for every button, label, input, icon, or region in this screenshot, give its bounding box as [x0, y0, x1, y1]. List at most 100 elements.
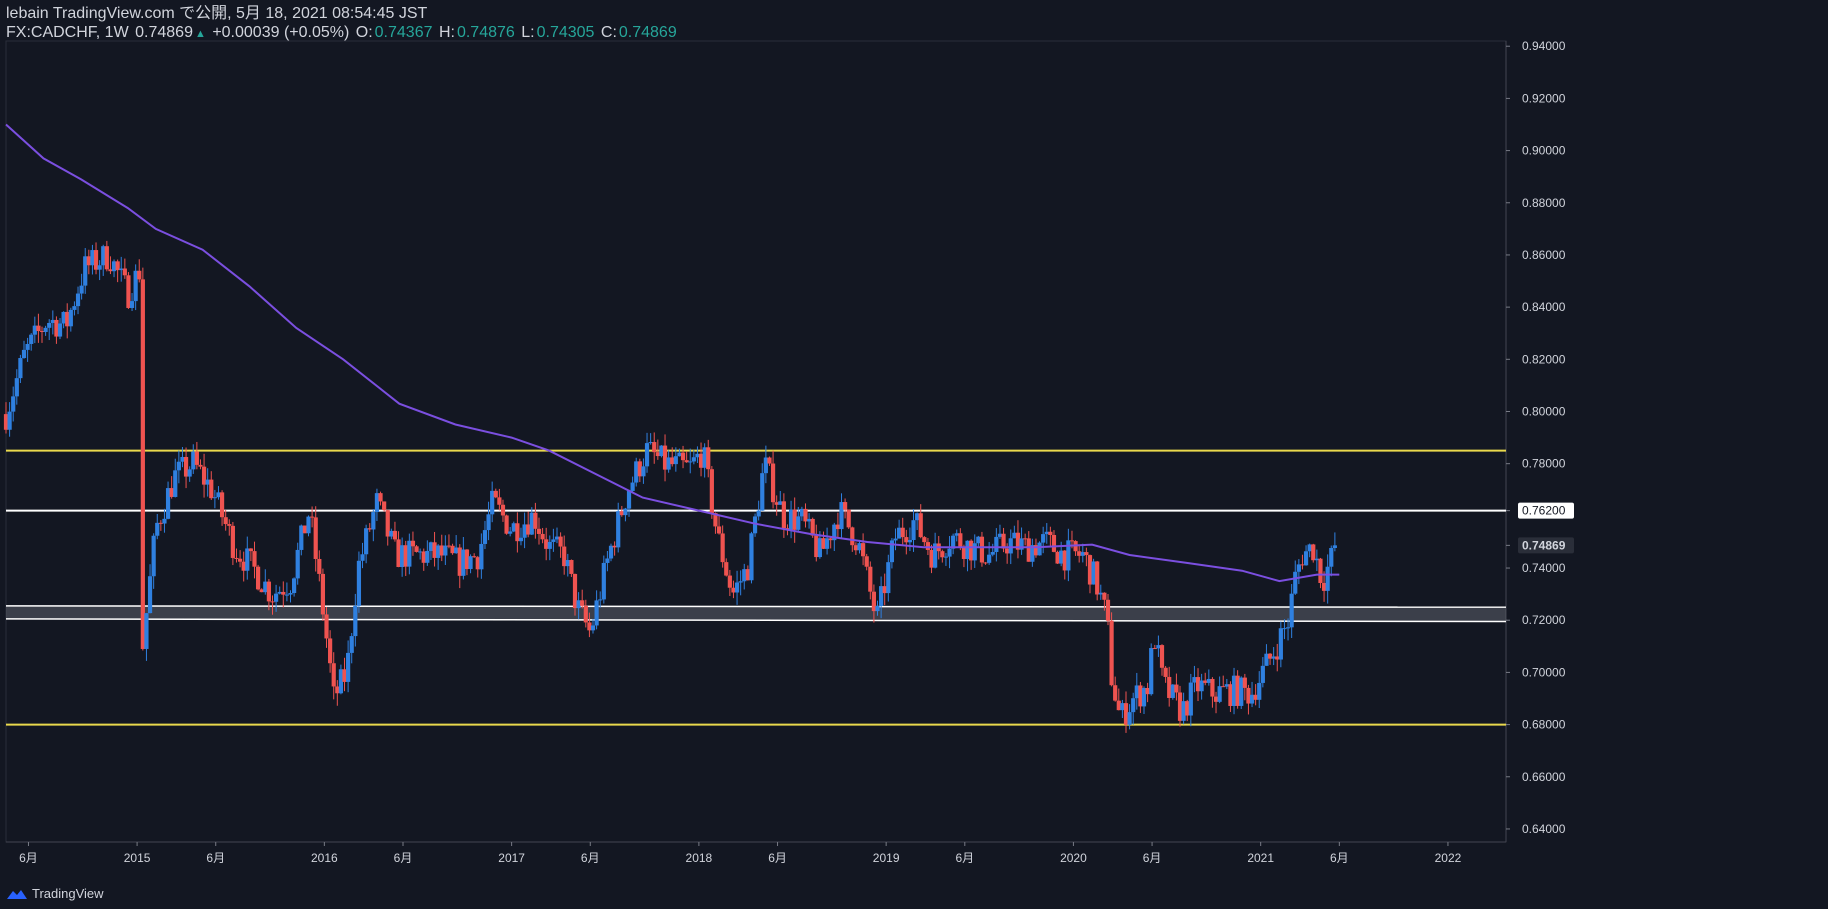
candle-body[interactable] — [450, 545, 455, 554]
candle-body[interactable] — [1217, 686, 1222, 702]
candle-body[interactable] — [173, 470, 178, 497]
candle-body[interactable] — [655, 452, 660, 457]
candle-body[interactable] — [709, 469, 714, 514]
candle-body[interactable] — [486, 514, 491, 531]
candle-body[interactable] — [940, 551, 945, 558]
candle-body[interactable] — [911, 520, 916, 540]
tradingview-branding[interactable]: TradingView — [6, 886, 104, 901]
candle-body[interactable] — [871, 591, 877, 612]
candle-body[interactable] — [634, 461, 639, 483]
candle-body[interactable] — [3, 414, 9, 430]
candle-body[interactable] — [75, 293, 81, 307]
candle-body[interactable] — [1048, 531, 1053, 535]
candle-body[interactable] — [839, 502, 844, 530]
candle-body[interactable] — [436, 545, 441, 558]
candle-body[interactable] — [562, 546, 567, 567]
candle-body[interactable] — [1091, 561, 1096, 585]
candle-body[interactable] — [508, 531, 513, 534]
candle-body[interactable] — [144, 613, 149, 649]
candle-body[interactable] — [1260, 665, 1265, 683]
candle-body[interactable] — [641, 466, 646, 477]
candle-body[interactable] — [101, 246, 106, 266]
candle-body[interactable] — [187, 469, 192, 477]
candle-body[interactable] — [349, 636, 354, 653]
candle-body[interactable] — [219, 492, 225, 518]
candle-body[interactable] — [558, 536, 563, 547]
candle-body[interactable] — [695, 453, 700, 458]
candle-body[interactable] — [742, 569, 747, 582]
candle-body[interactable] — [93, 250, 99, 270]
candle-body[interactable] — [734, 582, 740, 593]
candle-body[interactable] — [576, 600, 581, 609]
candle-body[interactable] — [533, 512, 538, 529]
candle-body[interactable] — [1159, 645, 1165, 668]
candle-body[interactable] — [1170, 684, 1175, 698]
candle-body[interactable] — [691, 457, 696, 462]
candle-body[interactable] — [209, 479, 214, 499]
candle-body[interactable] — [90, 250, 95, 266]
candle-body[interactable] — [364, 528, 369, 555]
candle-body[interactable] — [407, 540, 412, 567]
candle-body[interactable] — [1077, 551, 1082, 556]
candle-body[interactable] — [454, 547, 459, 554]
candle-body[interactable] — [1134, 685, 1139, 699]
candle-body[interactable] — [1249, 694, 1255, 704]
candle-body[interactable] — [580, 600, 585, 606]
candle-body[interactable] — [572, 573, 578, 609]
candle-body[interactable] — [1152, 648, 1157, 650]
candle-body[interactable] — [990, 551, 995, 555]
candle-body[interactable] — [601, 562, 606, 600]
candle-body[interactable] — [1062, 550, 1067, 571]
candle-body[interactable] — [983, 562, 988, 564]
candle-body[interactable] — [770, 463, 776, 503]
candle-body[interactable] — [608, 545, 614, 559]
candle-body[interactable] — [310, 516, 315, 518]
candle-body[interactable] — [1231, 675, 1237, 706]
candle-body[interactable] — [547, 541, 552, 549]
candle-body[interactable] — [673, 456, 678, 465]
candle-body[interactable] — [1329, 548, 1334, 567]
candle-body[interactable] — [11, 396, 16, 412]
candle-body[interactable] — [1224, 684, 1229, 687]
candle-body[interactable] — [1163, 667, 1168, 677]
candle-body[interactable] — [1321, 583, 1327, 591]
candle-body[interactable] — [281, 591, 286, 595]
candle-body[interactable] — [1300, 564, 1305, 566]
candle-body[interactable] — [1066, 540, 1071, 571]
candle-body[interactable] — [1055, 551, 1060, 564]
candle-body[interactable] — [943, 556, 949, 558]
candle-body[interactable] — [1206, 678, 1211, 683]
candle-body[interactable] — [7, 411, 12, 430]
candle-body[interactable] — [1264, 653, 1269, 666]
candle-body[interactable] — [1278, 628, 1283, 660]
candle-body[interactable] — [972, 543, 977, 561]
candle-body[interactable] — [176, 461, 181, 471]
candle-body[interactable] — [392, 530, 398, 540]
candle-body[interactable] — [745, 569, 750, 581]
candle-body[interactable] — [947, 548, 952, 557]
candle-body[interactable] — [551, 539, 556, 542]
candle-body[interactable] — [788, 509, 794, 530]
candle-body[interactable] — [799, 508, 804, 517]
candle-body[interactable] — [1095, 561, 1100, 595]
candle-body[interactable] — [356, 560, 362, 606]
candle-body[interactable] — [1026, 538, 1031, 562]
candle-body[interactable] — [540, 533, 545, 540]
candle-body[interactable] — [1120, 703, 1125, 711]
candle-body[interactable] — [457, 547, 462, 576]
candle-body[interactable] — [205, 479, 210, 485]
candle-body[interactable] — [951, 535, 956, 549]
candle-body[interactable] — [796, 516, 801, 530]
candle-body[interactable] — [169, 488, 174, 497]
candle-body[interactable] — [738, 581, 743, 583]
candle-body[interactable] — [1033, 545, 1039, 556]
candle-body[interactable] — [803, 508, 808, 522]
candle-body[interactable] — [302, 525, 308, 534]
candle-body[interactable] — [245, 548, 250, 571]
candle-body[interactable] — [18, 358, 23, 379]
candle-body[interactable] — [698, 453, 704, 468]
candle-body[interactable] — [122, 268, 127, 276]
candle-body[interactable] — [731, 587, 736, 593]
candle-body[interactable] — [969, 540, 974, 561]
candle-body[interactable] — [1149, 648, 1154, 695]
